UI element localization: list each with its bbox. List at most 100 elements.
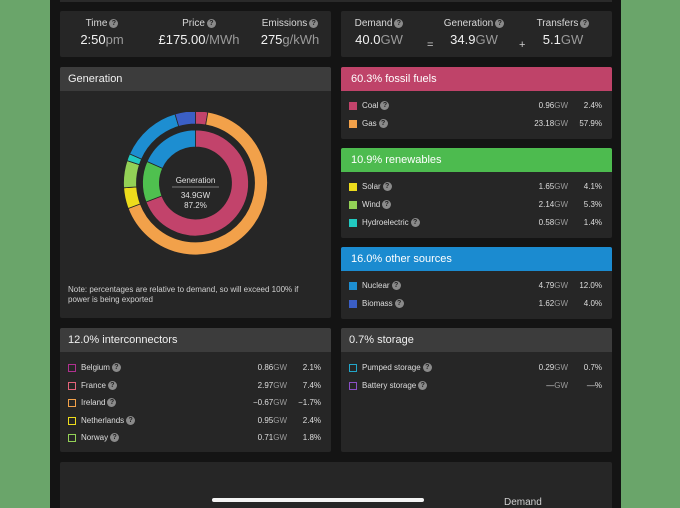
source-name-text: Ireland xyxy=(81,398,106,407)
stat-transfers-value: 5.1 xyxy=(542,32,561,47)
gw-unit: GW xyxy=(273,433,287,442)
bottom-demand-label: Demand xyxy=(504,497,542,508)
storage-row[interactable]: Pumped storage? 0.29GW 0.7% xyxy=(349,362,604,376)
source-name-text: Biomass xyxy=(362,299,393,308)
home-indicator[interactable] xyxy=(212,498,424,502)
stat-transfers: Transfers? 5.1GW xyxy=(523,18,603,47)
storage-title: 0.7% storage xyxy=(341,328,612,352)
help-icon[interactable]: ? xyxy=(111,363,121,372)
donut-center-label: Generation xyxy=(176,176,216,185)
source-gw: 0.95GW xyxy=(258,416,287,425)
help-icon[interactable]: ? xyxy=(580,19,590,28)
source-gw: 1.65GW xyxy=(539,182,568,191)
renewables-row[interactable]: Hydroelectric? 0.58GW 1.4% xyxy=(349,217,604,231)
color-swatch xyxy=(349,102,357,110)
help-icon[interactable]: ? xyxy=(391,281,401,290)
other-sources-title: 16.0% other sources xyxy=(341,247,612,271)
stat-time-label: Time xyxy=(85,18,108,29)
source-gw: 0.58GW xyxy=(539,218,568,227)
interconnector-row[interactable]: Belgium? 0.86GW 2.1% xyxy=(68,362,323,376)
source-pct: 1.8% xyxy=(302,433,321,442)
source-gw-value: 0.86 xyxy=(257,363,274,372)
source-name: Belgium? xyxy=(81,363,121,372)
color-swatch xyxy=(349,364,357,372)
interconnector-row[interactable]: Netherlands? 0.95GW 2.4% xyxy=(68,415,323,429)
help-icon[interactable]: ? xyxy=(110,433,120,442)
stat-generation-label: Generation xyxy=(443,18,494,29)
source-gw-value: −0.67 xyxy=(252,398,274,407)
gw-unit: GW xyxy=(554,218,568,227)
help-icon[interactable]: ? xyxy=(126,415,136,425)
help-icon[interactable]: ? xyxy=(394,299,404,308)
help-icon[interactable]: ? xyxy=(422,363,432,372)
help-icon[interactable]: ? xyxy=(418,380,428,390)
source-gw: −0.67GW xyxy=(253,398,287,407)
help-icon[interactable]: ? xyxy=(206,19,216,28)
source-gw: 23.18GW xyxy=(534,119,568,128)
help-icon[interactable]: ? xyxy=(410,218,420,227)
outer-ring-segment[interactable] xyxy=(123,186,141,210)
source-name: Solar? xyxy=(362,182,392,191)
source-gw-value: 0.29 xyxy=(538,363,555,372)
source-gw-value: 0.71 xyxy=(257,433,274,442)
stat-price-label: Price xyxy=(182,18,205,29)
stat-generation-unit: GW xyxy=(475,32,498,47)
gw-unit: GW xyxy=(273,398,287,407)
help-icon[interactable]: ? xyxy=(107,398,117,407)
source-pct: 2.4% xyxy=(583,101,602,110)
interconnectors-panel: 12.0% interconnectors Belgium? 0.86GW 2.1%… xyxy=(60,328,331,452)
help-icon[interactable]: ? xyxy=(109,19,119,28)
help-icon[interactable]: ? xyxy=(382,182,392,191)
inner-ring-segment[interactable] xyxy=(146,129,196,169)
help-icon[interactable]: ? xyxy=(382,200,392,209)
source-gw: 4.79GW xyxy=(539,281,568,290)
interconnectors-title: 12.0% interconnectors xyxy=(60,328,331,352)
source-gw: 0.71GW xyxy=(258,433,287,442)
stat-time: Time? 2:50pm xyxy=(62,18,142,47)
other-row[interactable]: Biomass? 1.62GW 4.0% xyxy=(349,298,604,312)
other-row[interactable]: Nuclear? 4.79GW 12.0% xyxy=(349,280,604,294)
generation-panel: Generation Generation 34.9GW 87.2% Note:… xyxy=(60,67,331,318)
stat-price: Price? £175.00/MWh xyxy=(152,18,246,47)
source-pct: 0.7% xyxy=(583,363,602,372)
stats-panel-right: Demand? 40.0GW = Generation? 34.9GW + Tr… xyxy=(341,11,612,57)
generation-donut-chart[interactable]: Generation 34.9GW 87.2% xyxy=(60,112,331,262)
color-swatch xyxy=(349,120,357,128)
source-gw-value: 1.65 xyxy=(538,182,555,191)
source-gw-value: 2.97 xyxy=(257,380,274,390)
generation-panel-title: Generation xyxy=(60,67,331,91)
source-name: Nuclear? xyxy=(362,281,401,290)
fossil-row[interactable]: Gas? 23.18GW 57.9% xyxy=(349,118,604,132)
gw-unit: GW xyxy=(554,119,568,128)
stat-demand: Demand? 40.0GW xyxy=(339,18,419,47)
source-name-text: Hydroelectric xyxy=(362,218,409,227)
color-swatch xyxy=(349,282,357,290)
help-icon[interactable]: ? xyxy=(394,19,404,28)
donut-center-pct: 87.2% xyxy=(184,201,207,210)
storage-row[interactable]: Battery storage? —GW —% xyxy=(349,380,604,394)
help-icon[interactable]: ? xyxy=(309,19,319,28)
source-name: Norway? xyxy=(81,433,120,442)
help-icon[interactable]: ? xyxy=(107,380,117,390)
interconnector-row[interactable]: Ireland? −0.67GW −1.7% xyxy=(68,397,323,411)
interconnector-row[interactable]: Norway? 0.71GW 1.8% xyxy=(68,432,323,446)
outer-ring-segment[interactable] xyxy=(123,160,140,189)
help-icon[interactable]: ? xyxy=(380,101,390,110)
inner-ring-segment[interactable] xyxy=(142,160,164,203)
help-icon[interactable]: ? xyxy=(495,19,505,28)
source-name: Coal? xyxy=(362,101,390,110)
source-gw: 0.29GW xyxy=(539,363,568,372)
outer-ring-segment[interactable] xyxy=(174,112,196,127)
source-name-text: Nuclear xyxy=(362,281,390,290)
inner-ring-segment[interactable] xyxy=(145,129,249,237)
renewables-row[interactable]: Solar? 1.65GW 4.1% xyxy=(349,181,604,195)
source-name-text: Belgium xyxy=(81,363,110,372)
stat-emissions-value: 275 xyxy=(260,32,283,47)
color-swatch xyxy=(68,416,76,425)
source-pct: —% xyxy=(586,380,602,390)
fossil-row[interactable]: Coal? 0.96GW 2.4% xyxy=(349,100,604,114)
interconnector-row[interactable]: France? 2.97GW 7.4% xyxy=(68,380,323,394)
source-pct: 4.0% xyxy=(583,299,602,308)
renewables-row[interactable]: Wind? 2.14GW 5.3% xyxy=(349,199,604,213)
help-icon[interactable]: ? xyxy=(378,119,388,128)
